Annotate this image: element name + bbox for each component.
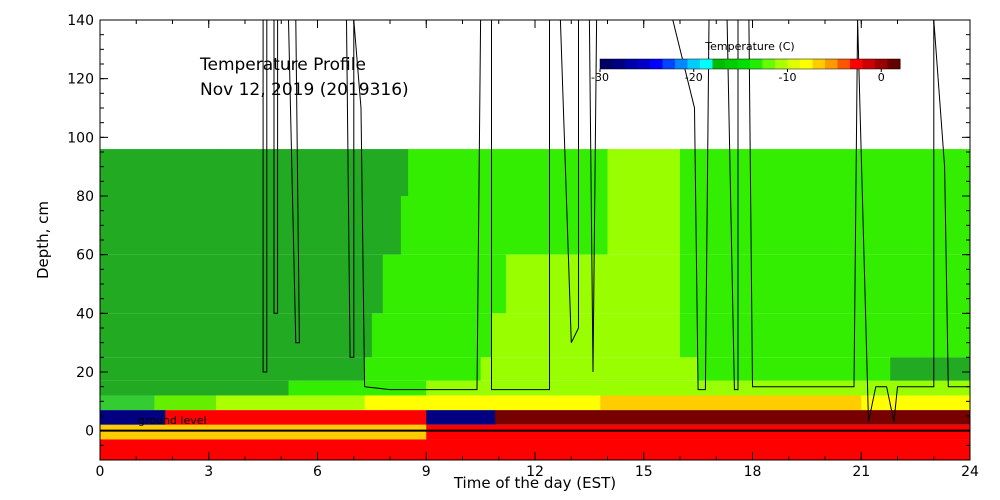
x-tick-label: 6 [313, 464, 322, 480]
colorbar-tick-label: -30 [591, 71, 609, 84]
x-tick-label: 15 [635, 464, 653, 480]
x-tick-label: 21 [852, 464, 870, 480]
colorbar-swatch [850, 59, 863, 69]
x-tick-label: 24 [961, 464, 979, 480]
colorbar-frame [599, 58, 901, 70]
heatmap-cell [165, 410, 427, 425]
heatmap-cell [607, 149, 681, 196]
y-tick-label: 60 [76, 248, 94, 264]
colorbar-swatch [862, 59, 876, 69]
ground-level-label: ground level [138, 414, 207, 427]
y-tick-label: 0 [85, 424, 94, 440]
heatmap-cell [426, 424, 971, 440]
colorbar: -30 -20 -10 0 [591, 58, 901, 84]
chart-title: Temperature Profile [199, 55, 366, 75]
colorbar-swatch [675, 59, 688, 69]
chart-subtitle: Nov 12, 2019 (2019316) [200, 80, 409, 100]
heatmap-cell [100, 410, 166, 425]
heatmap-cell [680, 196, 971, 255]
heatmap-cell [100, 149, 221, 196]
heatmap-cell [154, 395, 217, 411]
heatmap-cell [100, 254, 384, 314]
heatmap-cell [364, 357, 482, 381]
x-axis-label: Time of the day (EST) [453, 474, 616, 492]
x-tick-label: 18 [744, 464, 762, 480]
colorbar-swatch [737, 59, 751, 69]
heatmap-cell [890, 357, 971, 381]
colorbar-swatch [662, 59, 676, 69]
heatmap-cell [100, 357, 366, 381]
colorbar-tick-label: 0 [878, 71, 885, 84]
heatmap-cell [100, 424, 427, 440]
heatmap-cell [495, 410, 971, 425]
heatmap-cell [100, 395, 155, 411]
colorbar-swatch [687, 59, 701, 69]
x-tick-label: 9 [422, 464, 431, 480]
heatmap-cell [680, 149, 880, 196]
colorbar-swatch [625, 59, 638, 69]
heatmap-cell [861, 395, 971, 411]
heatmap-cell [426, 410, 496, 425]
colorbar-swatch [725, 59, 738, 69]
heatmap-cell [100, 313, 373, 358]
heatmap-cell [698, 357, 891, 381]
colorbar-swatch [875, 59, 888, 69]
colorbar-swatch [837, 59, 851, 69]
colorbar-swatch [650, 59, 663, 69]
series-line [262, 19, 970, 423]
heatmap-cell [491, 313, 681, 358]
y-tick-label: 140 [67, 13, 94, 29]
x-tick-label: 0 [96, 464, 105, 480]
y-tick-label: 20 [76, 365, 94, 381]
heatmap-cell [100, 380, 289, 396]
colorbar-swatch [612, 59, 626, 69]
colorbar-swatch [750, 59, 763, 69]
colorbar-title: Temperature (C) [704, 40, 794, 53]
heatmap-cell [216, 395, 366, 411]
colorbar-tick-label: -20 [685, 71, 703, 84]
colorbar-swatch [887, 59, 901, 69]
colorbar-swatch [637, 59, 651, 69]
colorbar-swatch [825, 59, 838, 69]
series-layer [262, 19, 970, 423]
colorbar-tick-label: -10 [779, 71, 797, 84]
x-tick-label: 3 [204, 464, 213, 480]
heatmap-cell [607, 196, 681, 255]
heatmap-cell [364, 395, 601, 411]
heatmap-cell [480, 357, 699, 381]
y-tick-label: 80 [76, 189, 94, 205]
colorbar-swatch [600, 59, 613, 69]
heatmap-cell [408, 149, 608, 196]
heatmap-cell [915, 313, 971, 358]
colorbar-swatch [700, 59, 713, 69]
heatmap-cell [219, 149, 409, 196]
heatmap-layer [100, 149, 971, 460]
x-tick-label: 12 [526, 464, 544, 480]
colorbar-swatch [800, 59, 813, 69]
y-tick-label: 100 [67, 130, 94, 146]
heatmap-cell [371, 313, 492, 358]
y-tick-label: 40 [76, 306, 94, 322]
y-axis-label: Depth, cm [34, 201, 52, 279]
heatmap-cell [600, 395, 862, 411]
heatmap-cell [680, 254, 971, 314]
heatmap-cell [879, 149, 971, 196]
colorbar-swatch [712, 59, 726, 69]
heatmap-cell [400, 196, 608, 255]
heatmap-cell [680, 313, 917, 358]
heatmap-cell [288, 380, 427, 396]
colorbar-swatch [762, 59, 776, 69]
heatmap-cell [100, 196, 402, 255]
y-tick-label: 120 [67, 72, 94, 88]
colorbar-swatch [812, 59, 826, 69]
heatmap-cell [382, 254, 507, 314]
axis-ticks: 0 3 6 9 12 15 18 21 24 0 20 40 60 80 100 120 140 [67, 13, 979, 480]
colorbar-swatch [787, 59, 801, 69]
colorbar-swatch [775, 59, 788, 69]
